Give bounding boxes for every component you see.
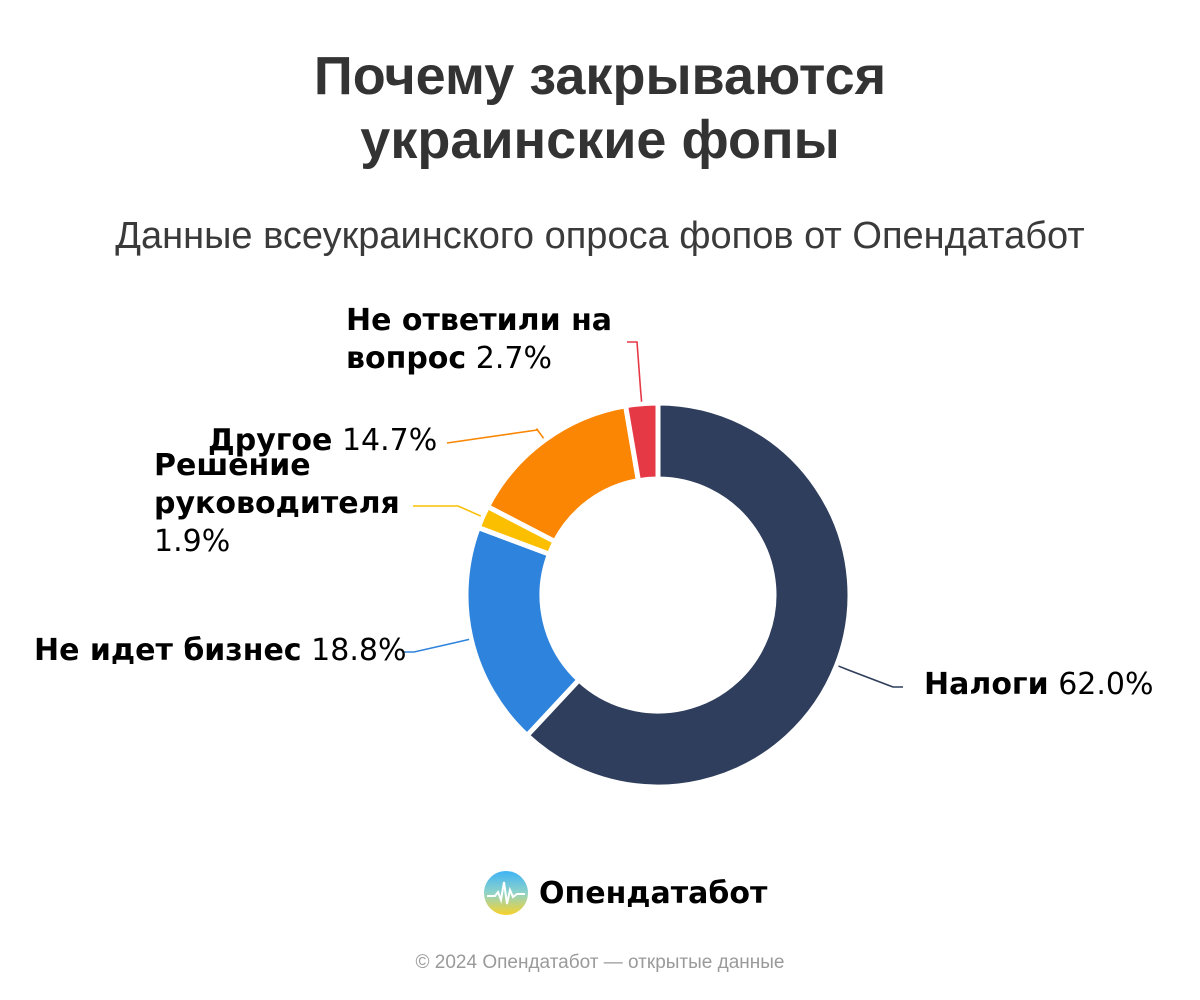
label-no-business: Не идет бизнес 18.8% (34, 632, 406, 670)
donut-slice-0 (524, 400, 853, 790)
chart-subtitle: Данные всеукраинского опроса фопов от Оп… (115, 215, 1085, 257)
label-no-answer-line-1: Не ответили на (346, 303, 613, 338)
label-other-value: 14.7% (341, 423, 438, 458)
footer-copyright: © 2024 Опендатабот — открытые данные (415, 952, 785, 973)
leader-line-2 (413, 505, 482, 517)
label-taxes: Налоги 62.0% (924, 666, 1154, 704)
label-manager-decision: Решение руководителя 1.9% (154, 447, 400, 561)
donut-slice-4 (623, 400, 661, 484)
leader-line-0 (838, 665, 903, 688)
label-taxes-name: Налоги (924, 667, 1049, 702)
chart-title: Почему закрываются украинские фопы (0, 44, 1200, 172)
label-manager-decision-line-2: руководителя (154, 486, 400, 521)
leader-line-4 (627, 341, 643, 402)
label-other: Другое 14.7% (208, 422, 437, 460)
brand-logo: Опендатабот (483, 870, 767, 916)
label-no-answer-line-2: вопрос (346, 341, 467, 376)
leader-line-3 (446, 428, 545, 444)
brand-name: Опендатабот (539, 875, 768, 911)
chart-title-line-1: Почему закрываются (313, 46, 887, 106)
label-taxes-value: 62.0% (1058, 667, 1154, 702)
label-no-answer-value: 2.7% (475, 341, 552, 376)
label-no-answer: Не ответили на вопрос 2.7% (346, 302, 612, 378)
label-manager-decision-value: 1.9% (154, 524, 231, 559)
label-manager-decision-line-1: Решение (154, 448, 311, 483)
label-no-business-value: 18.8% (311, 633, 407, 668)
chart-title-line-2: украинские фопы (360, 110, 840, 170)
label-no-business-name: Не идет бизнес (34, 633, 302, 668)
opendatabot-logo-icon (484, 871, 528, 915)
label-other-name: Другое (208, 423, 333, 458)
leader-line-1 (404, 638, 470, 653)
